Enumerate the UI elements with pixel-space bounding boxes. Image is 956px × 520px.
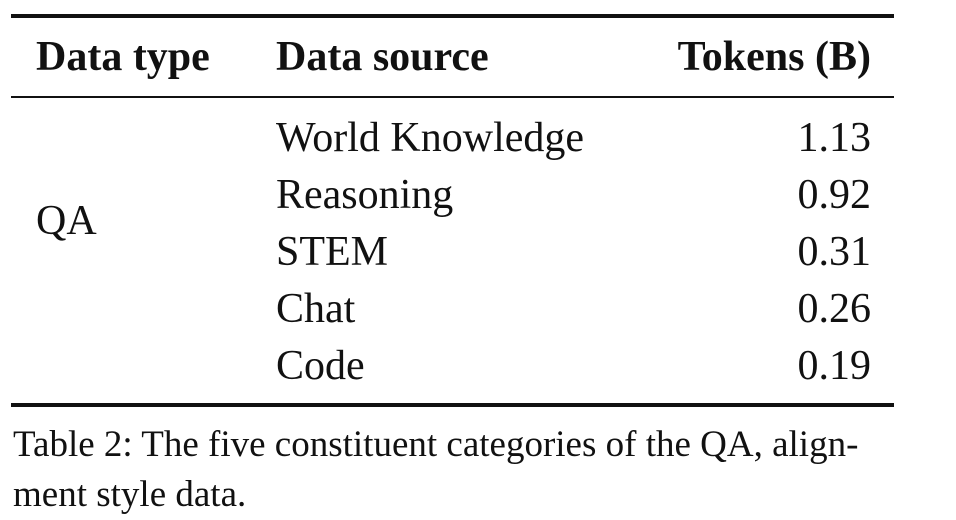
table-caption: Table 2: The five constituent categories… <box>13 420 943 520</box>
row-tokens: 0.31 <box>797 229 872 275</box>
row-source: World Knowledge <box>276 115 585 161</box>
caption-line-2: ment style data. <box>13 474 247 515</box>
row-tokens: 0.92 <box>797 172 872 218</box>
row-tokens: 1.13 <box>797 115 872 161</box>
header-data-source: Data source <box>276 34 489 80</box>
row-tokens: 0.26 <box>797 286 872 332</box>
table-header-rule <box>11 96 894 98</box>
header-tokens: Tokens (B) <box>677 34 871 80</box>
row-source: STEM <box>276 229 389 275</box>
row-source: Chat <box>276 286 356 332</box>
row-source: Reasoning <box>276 172 454 218</box>
row-tokens: 0.19 <box>797 343 872 389</box>
table-bottom-rule <box>11 403 894 407</box>
group-label-qa: QA <box>36 198 97 244</box>
caption-line-1: Table 2: The five constituent categories… <box>13 424 859 465</box>
table-top-rule <box>11 14 894 18</box>
header-data-type: Data type <box>36 34 210 80</box>
row-source: Code <box>276 343 365 389</box>
